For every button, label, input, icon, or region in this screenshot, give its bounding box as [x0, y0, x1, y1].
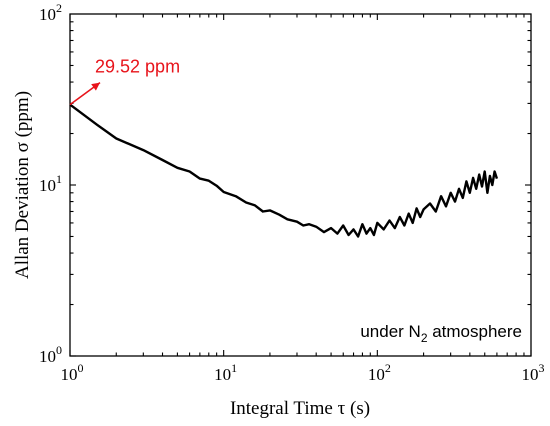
condition-label: under N2 atmosphere — [360, 322, 522, 345]
x-tick-label: 101 — [214, 361, 237, 384]
x-tick-label: 100 — [61, 361, 84, 384]
axis-ticks — [69, 14, 532, 357]
y-tick-label: 101 — [39, 172, 62, 195]
x-axis-title: Integral Time τ (s) — [230, 398, 370, 419]
y-tick-label: 102 — [39, 1, 62, 24]
x-tick-label: 103 — [522, 361, 545, 384]
condition-suffix: atmosphere — [428, 322, 523, 341]
x-tick-label: 102 — [368, 361, 391, 384]
y-tick-label: 100 — [39, 343, 62, 366]
annotation-label: 29.52 ppm — [95, 57, 180, 77]
annotation-arrowhead — [91, 82, 100, 91]
y-axis-title: Allan Deviation σ (ppm) — [12, 91, 33, 279]
axis-tick-labels: 100 101 102 103 100 101 102 — [39, 1, 545, 384]
series-line — [69, 103, 499, 238]
condition-subscript: 2 — [421, 331, 428, 345]
condition-prefix: under N — [360, 322, 420, 341]
